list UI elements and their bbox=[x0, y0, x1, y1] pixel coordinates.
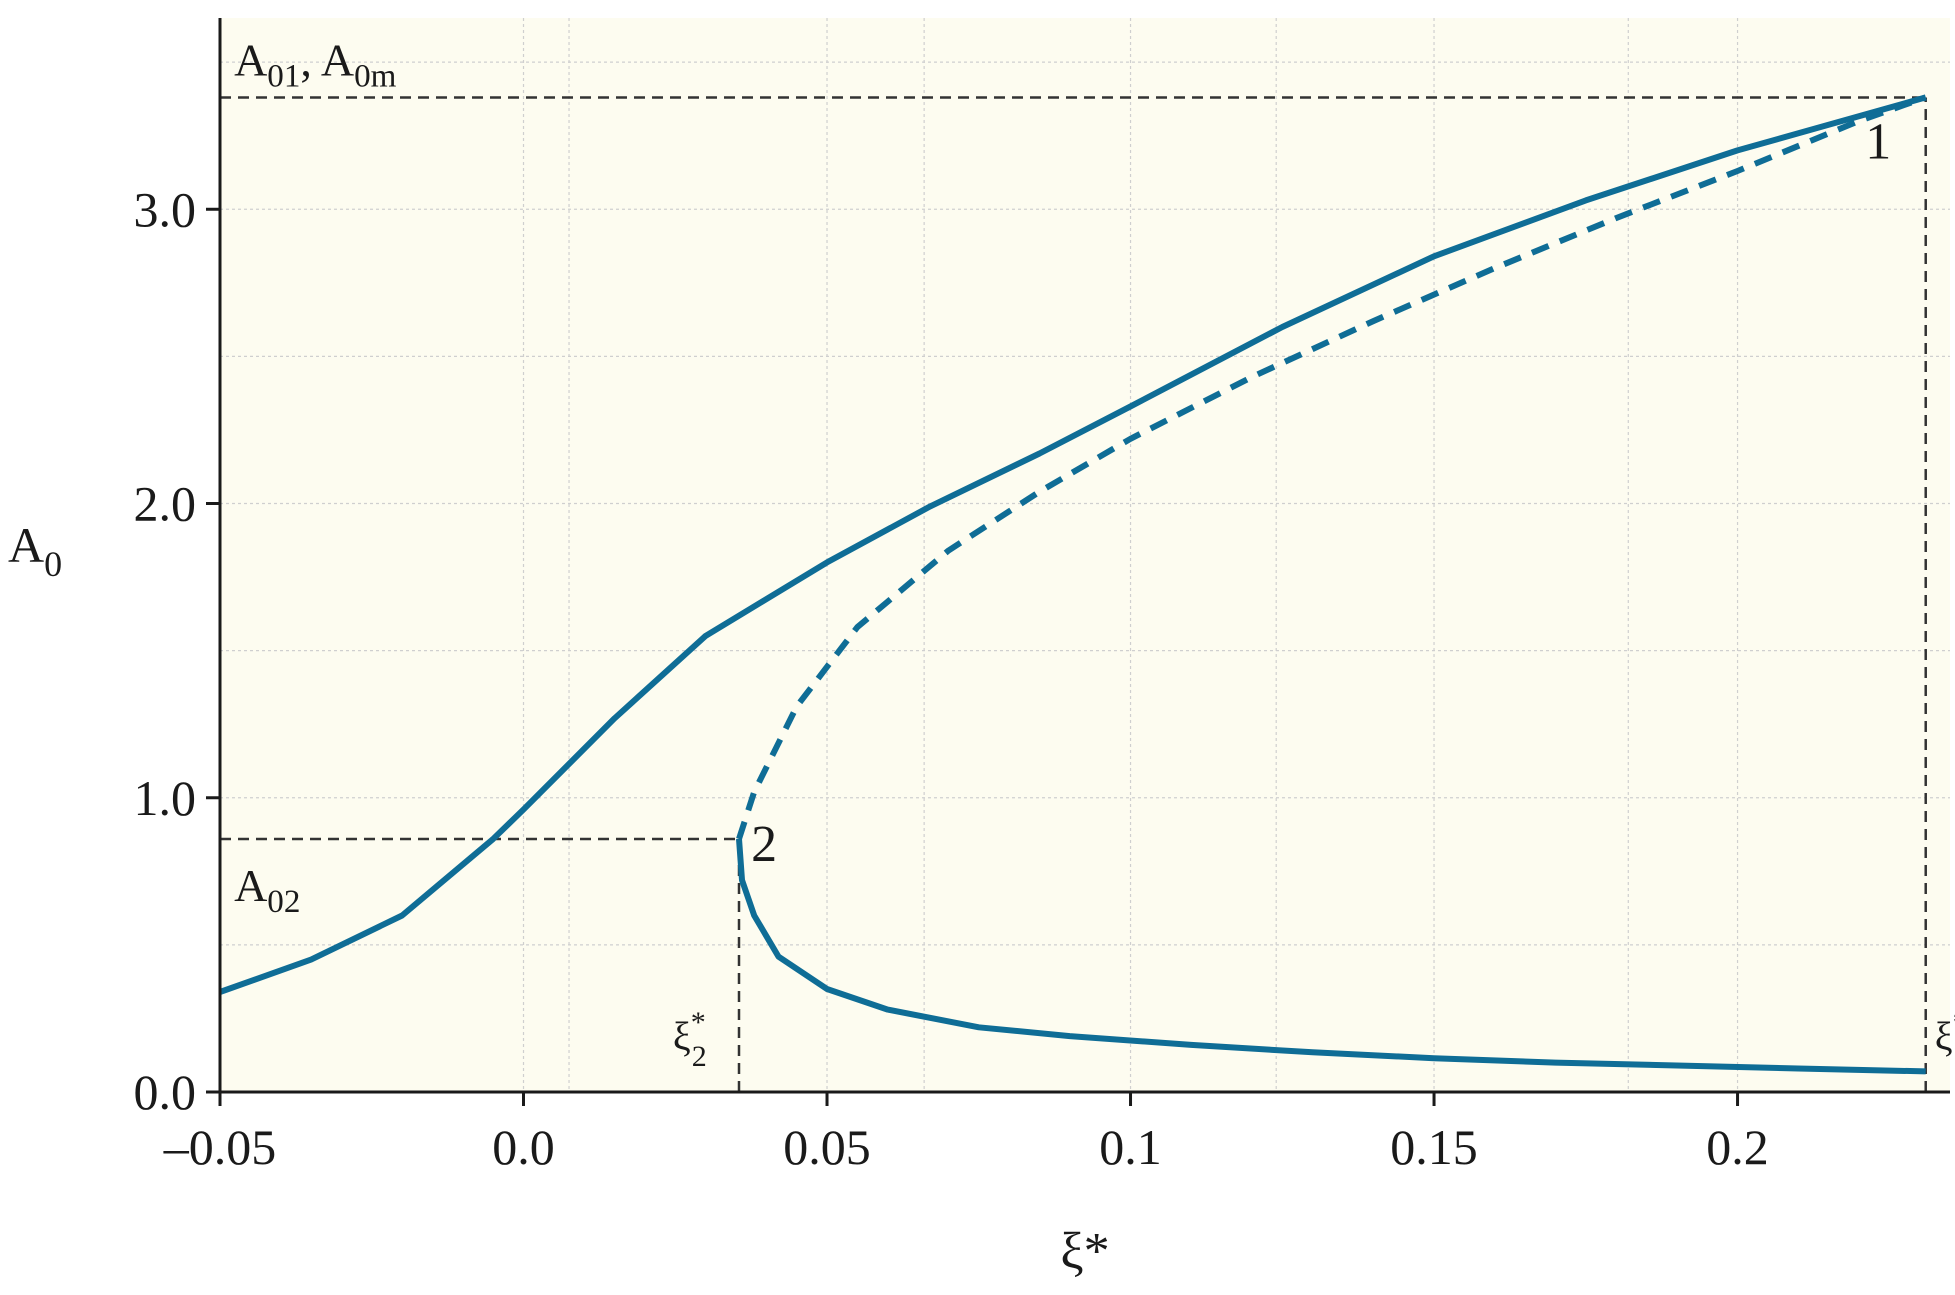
annotation-a02: A02 bbox=[234, 860, 300, 920]
series-line-1-solid bbox=[218, 94, 1927, 995]
x-tick-label: 0.2 bbox=[1706, 1119, 1769, 1175]
y-tick-label: 3.0 bbox=[134, 181, 197, 237]
axis-titles: ξ* A0 bbox=[8, 517, 1110, 1280]
x-tick-label: –0.05 bbox=[163, 1119, 277, 1175]
annotation-a01-a0m: A01, A0m bbox=[234, 34, 397, 94]
y-tick-label: 1.0 bbox=[134, 770, 197, 826]
annotation-xi1-star: ξ*1 bbox=[1935, 1006, 1955, 1073]
x-tick-label: 0.1 bbox=[1099, 1119, 1162, 1175]
x-tick-label: 0.0 bbox=[492, 1119, 555, 1175]
grid-lines bbox=[219, 18, 1950, 1092]
series-line-2-dashed bbox=[736, 94, 1927, 840]
annotations: A01, A0m A02 1 2 ξ*1 ξ*2 bbox=[234, 34, 1955, 1073]
x-tick-label: 0.05 bbox=[783, 1119, 871, 1175]
plot-area bbox=[220, 18, 1950, 1092]
annotation-point-1: 1 bbox=[1865, 114, 1891, 171]
y-axis-title: A0 bbox=[8, 517, 62, 584]
reference-lines bbox=[220, 96, 1927, 1092]
y-tick-label: 2.0 bbox=[134, 476, 197, 532]
axes bbox=[206, 18, 1950, 1106]
series-line-3-solid bbox=[736, 838, 1926, 1075]
tick-labels: –0.05 0.0 0.05 0.1 0.15 0.20.01.02.03.0 bbox=[134, 181, 1769, 1175]
x-tick-label: 0.15 bbox=[1390, 1119, 1478, 1175]
x-axis-title: ξ* bbox=[1060, 1223, 1109, 1280]
annotation-xi2-star: ξ* 2 bbox=[673, 1006, 707, 1073]
y-tick-label: 0.0 bbox=[134, 1064, 197, 1120]
annotation-point-2: 2 bbox=[751, 816, 777, 873]
curves bbox=[218, 94, 1927, 1075]
